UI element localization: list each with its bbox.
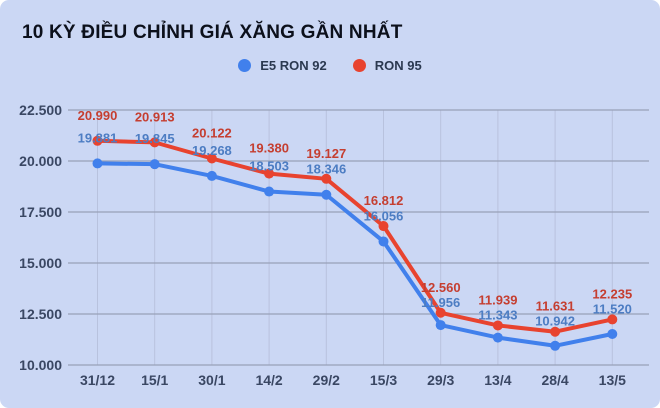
data-label-e5-ron-92: 19.268	[192, 143, 232, 158]
x-axis-tick-label: 14/2	[255, 372, 282, 388]
data-label-ron-95: 20.990	[78, 108, 118, 123]
chart-title: 10 KỲ ĐIỀU CHỈNH GIÁ XĂNG GẦN NHẤT	[22, 22, 403, 43]
legend-label-e5-ron-92: E5 RON 92	[260, 58, 327, 73]
data-point-e5-ron-92	[264, 186, 275, 197]
legend-swatch-ron-95-icon	[352, 59, 366, 72]
data-point-ron-95	[607, 314, 618, 325]
line-ron-95	[95, 138, 615, 334]
data-label-ron-95: 11.939	[478, 292, 517, 307]
data-point-ron-95	[550, 326, 561, 337]
x-axis-tick-label: 15/3	[370, 372, 397, 388]
x-axis-tick-label: 30/1	[198, 372, 225, 388]
x-axis-tick-label: 29/3	[427, 372, 454, 388]
legend-item-ron-95: RON 95	[352, 58, 422, 73]
data-label-ron-95: 20.122	[192, 126, 232, 141]
y-axis-tick-label: 10.000	[19, 357, 62, 373]
data-point-ron-95	[435, 307, 446, 318]
data-label-e5-ron-92: 19.845	[135, 131, 175, 146]
y-axis-tick-label: 20.000	[19, 153, 62, 169]
data-label-e5-ron-92: 18.346	[306, 162, 346, 177]
data-label-e5-ron-92: 16.056	[364, 208, 404, 223]
data-point-e5-ron-92	[149, 159, 160, 170]
data-point-ron-95	[92, 135, 103, 146]
data-label-e5-ron-92: 19.881	[78, 130, 118, 145]
x-axis-tick-label: 15/1	[141, 372, 168, 388]
data-label-ron-95: 12.235	[592, 286, 632, 301]
data-label-e5-ron-92: 18.503	[249, 159, 289, 174]
x-axis-tick-label: 28/4	[541, 372, 568, 388]
data-point-e5-ron-92	[492, 332, 503, 343]
x-axis-tick-label: 29/2	[313, 372, 340, 388]
data-label-ron-95: 19.127	[306, 146, 346, 161]
line-e5-ron-92	[95, 161, 615, 348]
data-point-ron-95	[149, 137, 160, 148]
legend-label-ron-95: RON 95	[374, 58, 422, 73]
y-axis-tick-label: 22.500	[19, 102, 62, 118]
y-axis-tick-label: 15.000	[19, 255, 62, 271]
data-label-ron-95: 12.560	[421, 280, 461, 295]
data-point-ron-95	[321, 173, 332, 184]
data-label-ron-95: 20.913	[135, 109, 175, 124]
data-label-e5-ron-92: 11.520	[593, 301, 632, 316]
y-axis-tick-label: 17.500	[19, 204, 62, 220]
data-point-e5-ron-92	[206, 170, 217, 181]
chart-legend: E5 RON 92 RON 95	[0, 58, 660, 73]
data-label-ron-95: 11.631	[536, 299, 575, 314]
data-point-e5-ron-92	[378, 236, 389, 247]
legend-swatch-e5-ron-92-icon	[238, 59, 252, 72]
data-point-e5-ron-92	[607, 328, 618, 339]
data-label-e5-ron-92: 11.956	[421, 295, 460, 310]
x-axis-tick-label: 13/4	[484, 372, 511, 388]
data-point-ron-95	[492, 320, 503, 331]
data-label-e5-ron-92: 10.942	[535, 314, 575, 329]
data-label-ron-95: 19.380	[249, 141, 289, 156]
data-label-e5-ron-92: 11.343	[478, 307, 517, 322]
data-point-ron-95	[206, 153, 217, 164]
y-axis-tick-label: 12.500	[19, 306, 62, 322]
x-axis-tick-label: 13/5	[599, 372, 626, 388]
data-point-ron-95	[378, 221, 389, 232]
data-point-e5-ron-92	[435, 320, 446, 331]
data-point-ron-95	[264, 168, 275, 179]
data-point-e5-ron-92	[321, 189, 332, 200]
data-point-e5-ron-92	[550, 340, 561, 351]
x-axis-tick-label: 31/12	[80, 372, 115, 388]
data-point-e5-ron-92	[92, 158, 103, 169]
data-label-ron-95: 16.812	[364, 193, 404, 208]
legend-item-e5-ron-92: E5 RON 92	[238, 58, 327, 73]
